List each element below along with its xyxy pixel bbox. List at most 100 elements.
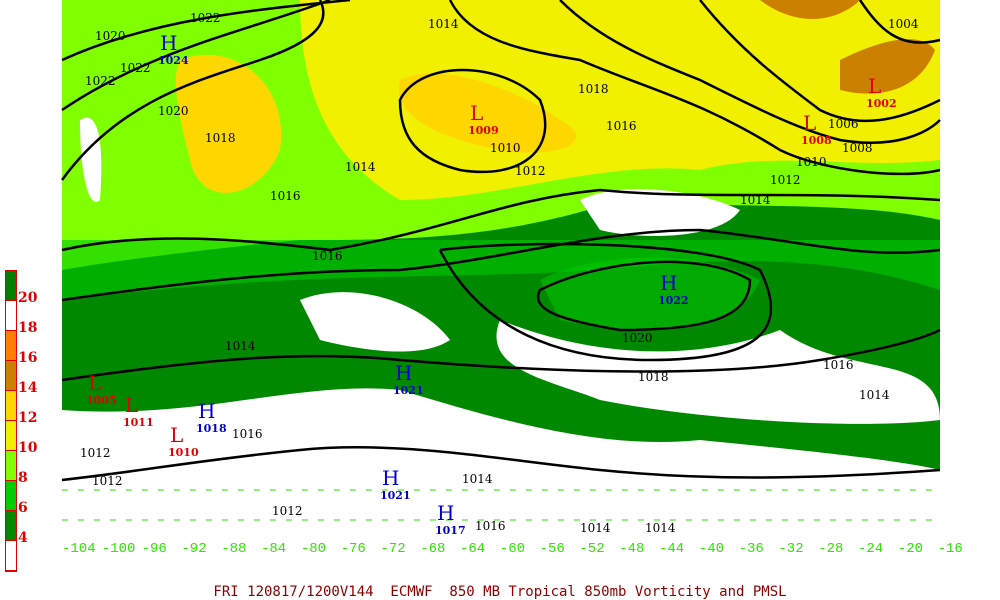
isobar-label: 1006 — [828, 117, 859, 131]
isobar-labels: 1022 1014 1022 1020 1018 1016 1014 1012 1010 1004… — [80, 11, 919, 535]
legend-label: 8 — [18, 470, 28, 486]
longitude-label: -28 — [818, 541, 844, 557]
pressure-center-letter: H — [660, 271, 677, 295]
isobar-label: 1014 — [462, 472, 493, 486]
isobar-label: 1014 — [740, 193, 771, 207]
longitude-label: -60 — [499, 541, 526, 557]
longitude-label: -32 — [778, 541, 804, 557]
longitude-label: -72 — [380, 541, 406, 557]
isobar-label: 1020 — [95, 29, 126, 43]
legend-swatch — [6, 481, 16, 511]
isobar-label: 1020 — [158, 104, 189, 118]
isobar-label: 1022 — [85, 74, 116, 88]
longitude-label: -44 — [659, 541, 685, 557]
isobar-label: 1022 — [120, 61, 151, 75]
isobar-label: 1018 — [638, 370, 669, 384]
isobar-label: 1016 — [606, 119, 637, 133]
isobar-label: 1018 — [578, 82, 609, 96]
pressure-center-letter: L — [470, 101, 483, 125]
isobar-label: 1014 — [225, 339, 256, 353]
longitude-label: -48 — [619, 541, 645, 557]
legend-label: 10 — [18, 440, 38, 456]
pressure-center-letter: L — [803, 111, 816, 135]
isobar-label: 1012 — [272, 504, 303, 518]
isobar-label: 1016 — [823, 358, 854, 372]
pressure-center-value: 1002 — [866, 97, 897, 110]
pressure-center-value: 1008 — [801, 134, 832, 147]
legend-label: 6 — [18, 500, 28, 516]
longitude-label: -96 — [141, 541, 167, 557]
isobar-label: 1018 — [205, 131, 236, 145]
longitude-label: -16 — [937, 541, 963, 557]
isobar-label: 1010 — [796, 155, 827, 169]
legend-label: 20 — [18, 290, 38, 306]
isobar-label: 1022 — [190, 11, 221, 25]
isobar-label: 1014 — [645, 521, 676, 535]
longitude-label: -64 — [460, 541, 486, 557]
pressure-center-letter: H — [395, 361, 412, 385]
pressure-center-value: 1005 — [86, 394, 117, 407]
legend-swatch — [6, 331, 16, 361]
isobar-label: 1016 — [475, 519, 506, 533]
isobar-label: 1016 — [270, 189, 301, 203]
longitude-label: -52 — [579, 541, 605, 557]
legend-label: 16 — [18, 350, 38, 366]
longitude-label: -68 — [420, 541, 446, 557]
longitude-label: -24 — [858, 541, 884, 557]
longitude-label: -20 — [897, 541, 924, 557]
lat-lon-grid — [62, 489, 940, 521]
pressure-center-value: 1009 — [468, 124, 499, 137]
isobar-label: 1020 — [622, 331, 653, 345]
pressure-center-value: 1017 — [435, 524, 466, 537]
pressure-center-value: 1021 — [380, 489, 411, 502]
legend-swatch — [6, 301, 16, 331]
pressure-center-letter: L — [88, 371, 101, 395]
longitude-label: -80 — [300, 541, 327, 557]
isobar-label: 1014 — [580, 521, 611, 535]
pressure-center-value: 1010 — [168, 446, 199, 459]
longitude-label: -40 — [698, 541, 725, 557]
pressure-center-value: 1024 — [158, 54, 189, 67]
legend-label: 12 — [18, 410, 38, 426]
legend-swatch — [6, 511, 16, 541]
legend-swatch — [6, 271, 16, 301]
pressure-center-value: 1018 — [196, 422, 227, 435]
isobar-label: 1014 — [345, 160, 376, 174]
legend-swatch — [6, 541, 16, 571]
longitude-label: -36 — [738, 541, 764, 557]
longitude-label: -76 — [340, 541, 366, 557]
longitude-label: -104 — [62, 541, 96, 557]
legend-swatch — [6, 421, 16, 451]
pressure-center-letter: L — [868, 74, 881, 98]
longitude-label: -100 — [101, 541, 136, 557]
isobar-label: 1016 — [312, 249, 343, 263]
isobar-label: 1008 — [842, 141, 873, 155]
longitude-label: -88 — [221, 541, 247, 557]
pressure-center-letter: L — [170, 423, 183, 447]
isobar-label: 1014 — [859, 388, 890, 402]
longitude-label: -56 — [539, 541, 565, 557]
pressure-center-letter: H — [382, 466, 399, 490]
isobar-label: 1004 — [888, 17, 919, 31]
pressure-center-letter: H — [198, 399, 215, 423]
pressure-center-letter: L — [125, 393, 138, 417]
longitude-label: -84 — [261, 541, 287, 557]
legend-swatch — [6, 451, 16, 481]
legend-label: 18 — [18, 320, 38, 336]
isobar-label: 1012 — [515, 164, 546, 178]
pressure-center-letter: H — [437, 501, 454, 525]
pressure-center-letter: H — [160, 31, 177, 55]
isobars — [60, 0, 941, 482]
isobar-label: 1016 — [232, 427, 263, 441]
isobar-label: 1012 — [92, 474, 123, 488]
isobar-label: 1014 — [428, 17, 459, 31]
map-title: FRI 120817/1200V144 ECMWF 850 MB Tropica… — [213, 584, 787, 600]
color-scale-legend — [5, 270, 17, 572]
pressure-center-value: 1022 — [658, 294, 689, 307]
legend-swatch — [6, 361, 16, 391]
legend-label: 14 — [18, 380, 38, 396]
isobar-label: 1012 — [80, 446, 111, 460]
isobar-label: 1012 — [770, 173, 801, 187]
